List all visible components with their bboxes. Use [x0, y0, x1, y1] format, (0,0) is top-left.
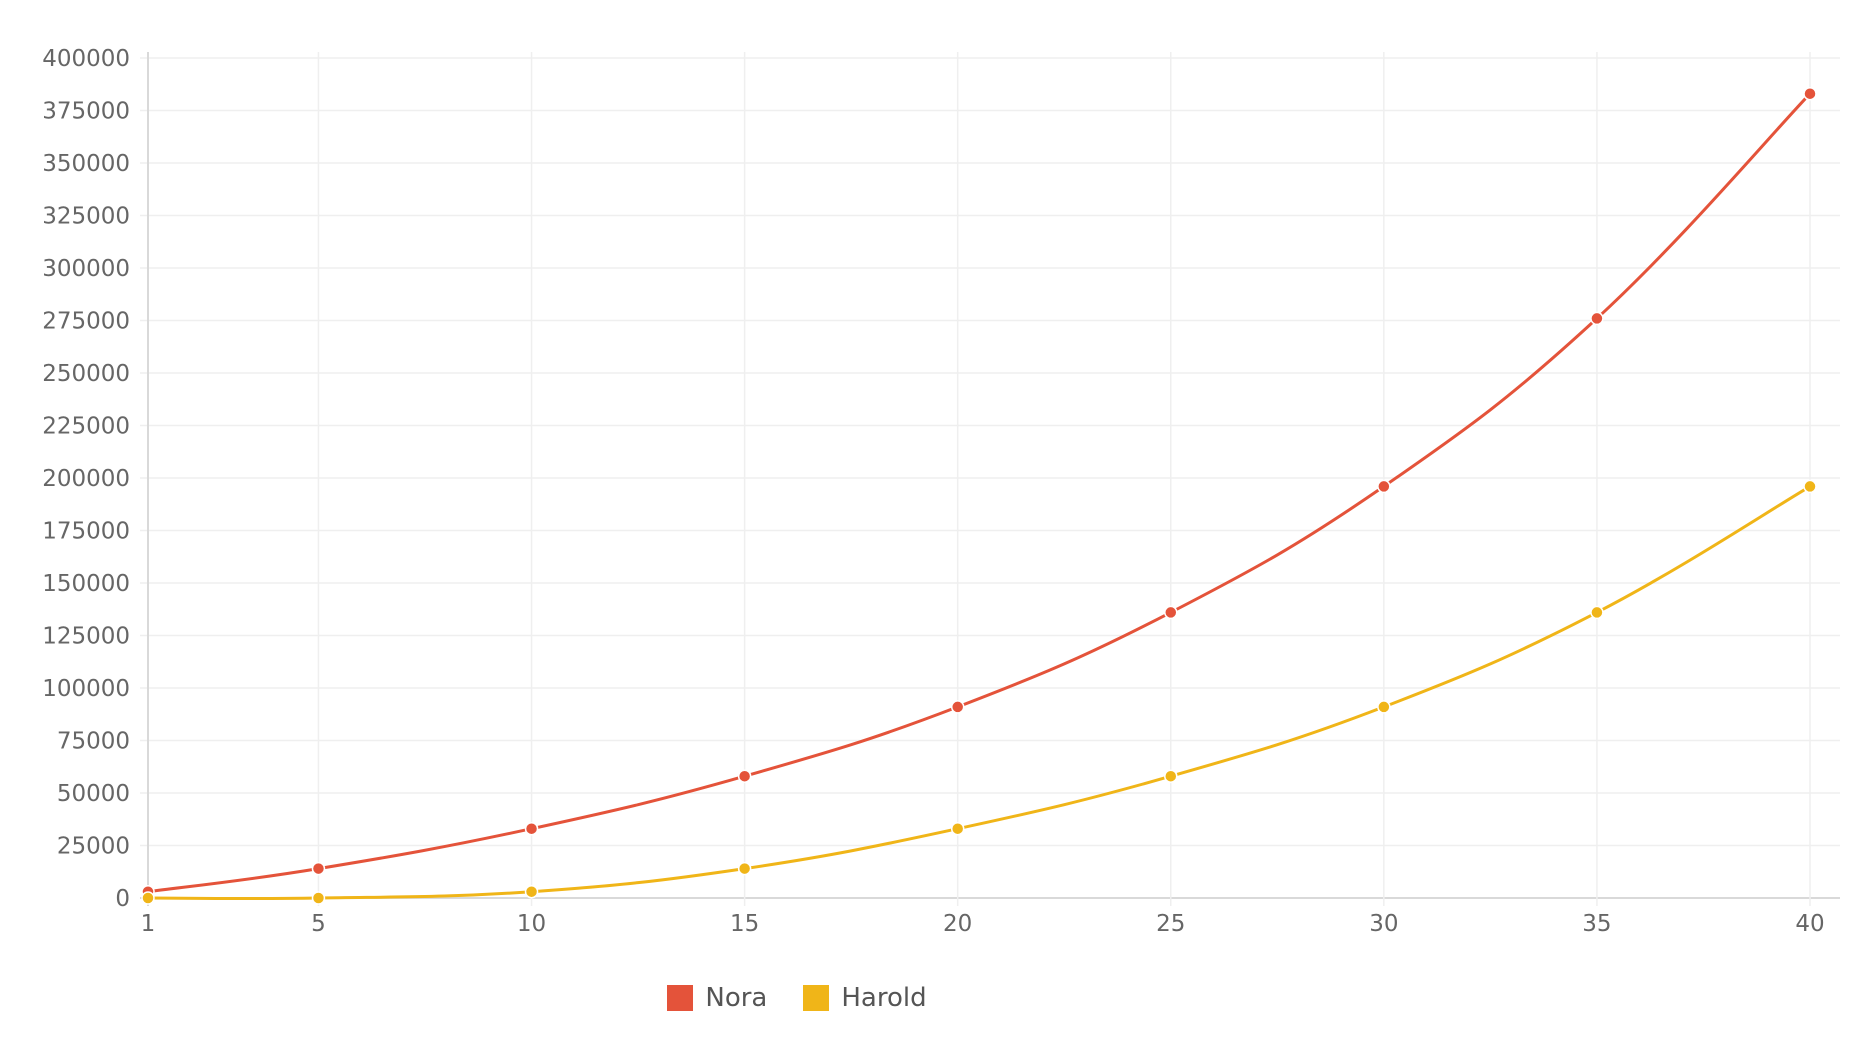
x-tick-label: 15 [730, 911, 759, 937]
legend-label-harold: Harold [841, 983, 927, 1013]
y-tick-label: 275000 [42, 309, 130, 335]
legend-item-harold[interactable]: Harold [803, 983, 927, 1013]
y-tick-label: 250000 [42, 361, 130, 387]
y-tick-label: 25000 [57, 834, 130, 860]
y-tick-label: 325000 [42, 204, 130, 230]
x-tick-label: 40 [1795, 911, 1824, 937]
data-point-nora[interactable] [1803, 86, 1817, 101]
data-point-harold[interactable] [1803, 479, 1817, 494]
y-tick-label: 100000 [42, 676, 130, 702]
data-point-nora[interactable] [1164, 605, 1178, 620]
data-point-nora[interactable] [1590, 311, 1604, 326]
y-tick-label: 350000 [42, 151, 130, 177]
data-point-harold[interactable] [737, 861, 752, 876]
data-point-harold[interactable] [524, 884, 539, 899]
legend-label-nora: Nora [705, 983, 768, 1013]
data-point-harold[interactable] [141, 891, 155, 905]
y-tick-label: 125000 [42, 624, 130, 650]
legend-item-nora[interactable]: Nora [667, 983, 767, 1013]
grid [140, 52, 1840, 906]
x-tick-label: 10 [517, 911, 546, 937]
y-tick-label: 175000 [42, 519, 130, 545]
data-point-harold[interactable] [950, 821, 965, 836]
y-tick-label: 75000 [57, 729, 130, 755]
axes: 0 25000 50000 75000 100000 125000 150000 175000… [42, 46, 1824, 937]
y-tick-label: 50000 [57, 781, 130, 807]
data-point-harold[interactable] [1377, 700, 1391, 714]
x-tick-label: 20 [943, 911, 972, 937]
y-tick-label: 400000 [42, 46, 130, 72]
data-point-nora[interactable] [737, 769, 752, 783]
series-line-nora [147, 92, 1812, 894]
data-point-nora[interactable] [1377, 479, 1391, 494]
series [141, 86, 1817, 905]
legend-swatch-nora [667, 985, 694, 1011]
x-tick-label: 5 [311, 911, 326, 937]
x-tick-label: 25 [1156, 911, 1185, 937]
y-tick-label: 150000 [42, 571, 130, 597]
x-tick-label: 30 [1369, 911, 1398, 937]
series-line-harold [147, 485, 1811, 901]
data-point-harold[interactable] [1164, 769, 1178, 783]
data-point-harold[interactable] [311, 891, 326, 905]
line-chart: 0 25000 50000 75000 100000 125000 150000 175000… [42, 46, 1840, 937]
y-tick-label: 375000 [42, 99, 130, 125]
y-tick-label: 200000 [42, 466, 130, 492]
y-tick-label: 300000 [42, 256, 130, 282]
legend-swatch-harold [803, 985, 830, 1011]
data-point-nora[interactable] [524, 821, 539, 836]
data-point-nora[interactable] [950, 700, 965, 714]
data-point-harold[interactable] [1590, 605, 1604, 620]
data-point-nora[interactable] [311, 861, 326, 876]
y-tick-label: 225000 [42, 414, 130, 440]
x-tick-label: 35 [1582, 911, 1611, 937]
legend: Nora Harold [0, 978, 1734, 1018]
y-tick-label: 0 [115, 886, 130, 912]
x-tick-label: 1 [141, 911, 156, 937]
